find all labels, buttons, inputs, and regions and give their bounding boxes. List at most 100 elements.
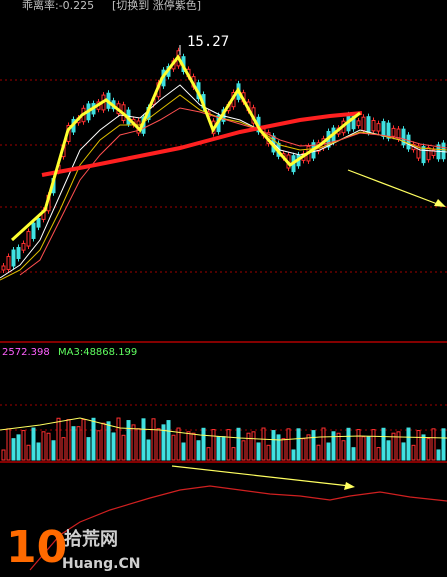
volume-bar (396, 431, 401, 461)
candle-body (36, 218, 41, 228)
arrow-head (344, 482, 355, 490)
pattern-line (10, 54, 361, 242)
volume-bars (1, 417, 446, 461)
volume-bar (301, 438, 306, 461)
volume-bar (56, 417, 61, 461)
volume-bar (351, 447, 356, 461)
candle-body (426, 147, 431, 161)
volume-bar (31, 427, 36, 461)
candle-body (31, 222, 36, 239)
volume-bar (136, 428, 141, 461)
volume-bar (116, 417, 121, 461)
peak-label: 15.27 (187, 34, 229, 50)
volume-bar (51, 440, 56, 461)
volume-bar (281, 438, 286, 461)
candle-body (21, 242, 26, 251)
volume-bar (421, 434, 426, 461)
volume-bar (276, 434, 281, 461)
volume-bar (416, 430, 421, 461)
candle-body (381, 121, 386, 137)
volume-bar (256, 442, 261, 461)
volume-bar (426, 438, 431, 461)
candle-body (431, 149, 436, 156)
volume-bar (16, 434, 21, 461)
candle-body (371, 120, 376, 132)
volume-bar (391, 432, 396, 461)
volume-bar (66, 419, 71, 461)
candle-body (26, 231, 31, 247)
volume-bar (411, 444, 416, 461)
volume-bar (86, 437, 91, 461)
watermark-site: Huang.CN (62, 556, 140, 572)
candle-body (396, 128, 401, 140)
volume-bar (126, 420, 131, 461)
volume-bar (61, 437, 66, 461)
candle-body (376, 123, 381, 132)
watermark-number: 10 (6, 522, 67, 573)
volume-bar (81, 419, 86, 461)
volume-bar (221, 436, 226, 461)
volume-bar (236, 427, 241, 461)
oscillator-line (29, 485, 447, 571)
candle-body (11, 249, 16, 267)
volume-bar (291, 449, 296, 461)
volume-bar (186, 431, 191, 461)
volume-bar (296, 428, 301, 461)
volume-bar (331, 431, 336, 461)
candle-body (356, 120, 361, 127)
candle-body (416, 145, 421, 159)
volume-bar (11, 438, 16, 461)
volume-bar (26, 444, 31, 461)
arrow-head (434, 199, 446, 207)
volume-bar (381, 427, 386, 461)
volume-bar (121, 434, 126, 461)
volume-bar (191, 432, 196, 461)
volume-bar (131, 424, 136, 461)
volume-bar (406, 427, 411, 461)
volume-bar (401, 442, 406, 461)
candle-body (6, 256, 11, 270)
volume-bar (211, 429, 216, 461)
candle-body (16, 247, 21, 259)
candle-body (441, 142, 446, 160)
volume-bar (91, 417, 96, 461)
volume-bar (151, 418, 156, 461)
candle-body (406, 134, 411, 150)
candle-body (366, 116, 371, 133)
volume-bar (206, 447, 211, 461)
volume-bar (196, 440, 201, 461)
volume-bar (226, 429, 231, 461)
volume-bar (431, 428, 436, 461)
candle-body (361, 116, 366, 132)
volume-bar (371, 429, 376, 461)
panel-borders (0, 341, 447, 463)
volume-bar (366, 436, 371, 461)
volume-bar (181, 442, 186, 461)
volume-bar (21, 430, 26, 461)
volume-bar (241, 440, 246, 461)
volume-bar (376, 447, 381, 461)
volume-bar (231, 447, 236, 461)
volume-bar (261, 427, 266, 461)
volume-bar (271, 430, 276, 461)
volume-bar (266, 444, 271, 461)
volume-ma: MA3:48868.199 (58, 347, 137, 358)
volume-bar (166, 420, 171, 461)
volume-bar (251, 431, 256, 461)
volume-bar (176, 427, 181, 461)
volume-bar (101, 422, 106, 461)
switch-label[interactable]: [切换到 涨停紫色] (112, 0, 201, 12)
volume-bar (6, 428, 11, 461)
volume-bar (306, 434, 311, 461)
volume-bar (106, 421, 111, 461)
volume-bar (321, 427, 326, 461)
volume-bar (441, 428, 446, 461)
watermark-name: 拾荒网 (64, 528, 118, 550)
candle-body (386, 122, 391, 139)
volume-bar (356, 429, 361, 461)
candle-body (421, 146, 426, 164)
volume-bar (141, 418, 146, 461)
